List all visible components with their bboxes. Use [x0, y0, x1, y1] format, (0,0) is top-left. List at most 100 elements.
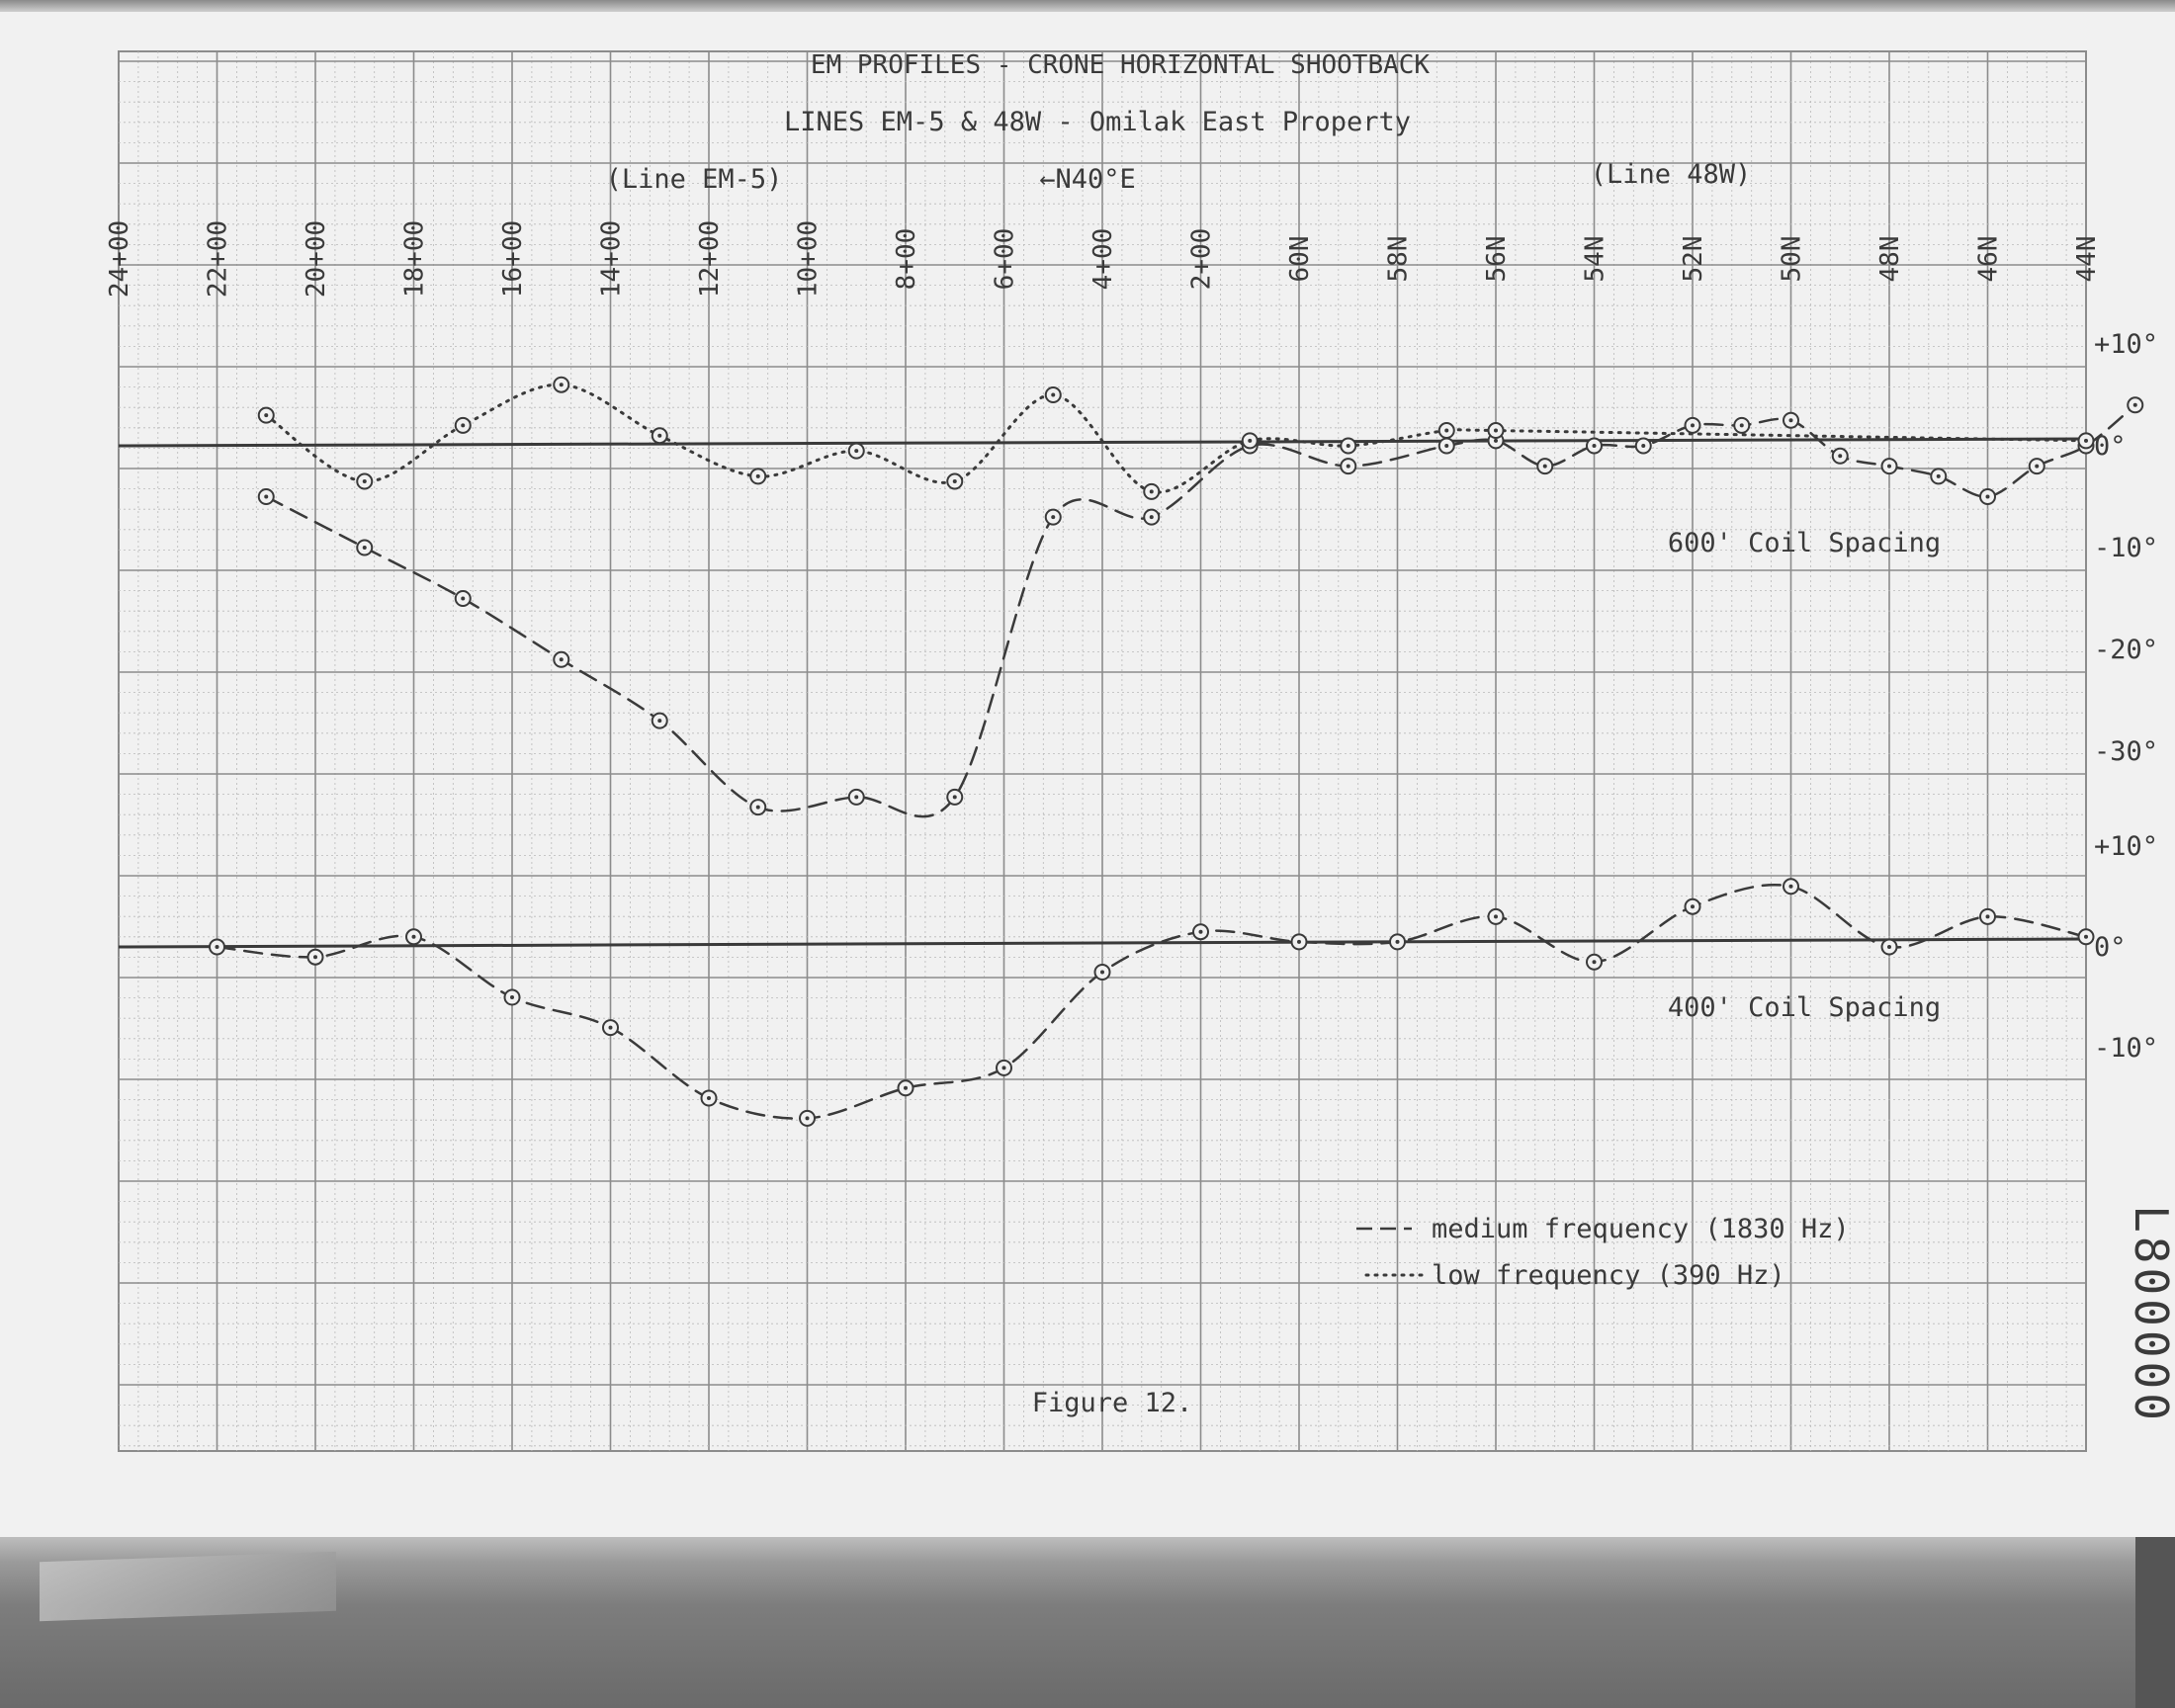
data-point-center: [313, 955, 317, 960]
data-point-center: [707, 1096, 711, 1100]
y-tick-label-400: 0°: [2094, 932, 2127, 963]
data-point-center: [1444, 428, 1449, 433]
data-point-center: [1346, 444, 1350, 448]
data-point-center: [1001, 1066, 1006, 1070]
data-point-center: [755, 805, 760, 810]
x-tick-label: 50N: [1778, 236, 1807, 283]
data-point-center: [1346, 464, 1350, 469]
data-point-center: [1691, 904, 1695, 909]
x-tick-label: 2+00: [1187, 228, 1217, 291]
y-tick-label-600: -30°: [2094, 736, 2158, 767]
y-tick-label-600: -20°: [2094, 635, 2158, 665]
data-point-center: [1985, 914, 1990, 919]
x-tick-label: 44N: [2072, 236, 2102, 283]
y-tick-label-400: -10°: [2094, 1033, 2158, 1064]
x-tick-label: 56N: [1482, 236, 1512, 283]
data-point-center: [1100, 970, 1104, 975]
data-point-center: [1494, 428, 1498, 433]
x-tick-label: 22+00: [204, 220, 233, 298]
data-point-center: [264, 413, 269, 418]
data-point-center: [755, 473, 760, 478]
data-point-center: [1936, 473, 1941, 478]
scan-bottom-band: [0, 1537, 2175, 1708]
panel-label-400: 400' Coil Spacing: [1668, 992, 1941, 1023]
data-point-center: [1149, 489, 1154, 494]
x-tick-label: 8+00: [892, 228, 921, 291]
data-point-center: [952, 795, 957, 800]
data-point-center: [1788, 418, 1793, 423]
data-point-center: [1542, 464, 1547, 469]
data-point-center: [1887, 464, 1891, 469]
data-point-center: [1788, 884, 1793, 889]
x-tick-label: 16+00: [498, 220, 528, 298]
data-point-center: [2084, 934, 2088, 939]
line-label-left: (Line EM-5): [606, 164, 783, 195]
data-point-center: [362, 546, 367, 550]
data-point-center: [1691, 423, 1695, 428]
legend-medium-label: medium frequency (1830 Hz): [1432, 1214, 1850, 1244]
x-tick-label: 46N: [1974, 236, 2004, 283]
data-point-center: [1297, 939, 1301, 944]
graph-paper-grid: [118, 50, 2087, 1452]
page-stamp: L800000: [2125, 1205, 2175, 1424]
data-point-center: [1739, 423, 1744, 428]
direction-label: ←N40°E: [1039, 164, 1136, 195]
data-point-center: [1592, 960, 1597, 965]
data-point-center: [952, 479, 957, 484]
data-point-center: [215, 945, 219, 949]
chart-title: EM PROFILES - CRONE HORIZONTAL SHOOTBACK: [811, 50, 1430, 80]
data-point-center: [2035, 464, 2040, 469]
data-point-center: [805, 1116, 810, 1121]
data-point-center: [1985, 494, 1990, 499]
y-tick-label-600: +10°: [2094, 329, 2158, 360]
data-point-center: [1887, 945, 1891, 949]
data-point-center: [559, 657, 564, 662]
data-point-center: [559, 383, 564, 387]
data-point-center: [608, 1025, 613, 1030]
data-point-center: [362, 479, 367, 484]
x-tick-label: 4+00: [1088, 228, 1118, 291]
data-point-center: [1149, 515, 1154, 520]
data-point-center: [1051, 392, 1056, 397]
x-tick-label: 18+00: [400, 220, 430, 298]
x-tick-labels: 24+00 22+00 20+00 18+00 16+00 14+00 12+00 10+00…: [105, 220, 2102, 298]
data-point-center: [1248, 438, 1253, 443]
data-point-center: [904, 1085, 908, 1090]
x-tick-label: 48N: [1875, 236, 1905, 283]
y-tick-label-400: +10°: [2094, 831, 2158, 862]
line-label-right: (Line 48W): [1591, 159, 1752, 190]
x-tick-label: 14+00: [597, 220, 627, 298]
data-point-center: [657, 719, 662, 724]
data-point-center: [854, 795, 859, 800]
x-tick-label: 54N: [1581, 236, 1610, 283]
data-point-center: [411, 934, 416, 939]
data-point-center: [1494, 914, 1498, 919]
data-point-center: [510, 995, 514, 999]
legend: medium frequency (1830 Hz) low frequency…: [1356, 1214, 1850, 1291]
y-tick-labels: +10°0°-10°-20°-30°+10°0°-10°: [2094, 329, 2158, 1064]
data-series: [209, 376, 2144, 1127]
data-point-center: [2084, 438, 2088, 443]
legend-low-label: low frequency (390 Hz): [1432, 1260, 1785, 1291]
series-line-1-0: [216, 883, 2088, 1120]
data-point-center: [264, 494, 269, 499]
x-tick-label: 10+00: [794, 220, 824, 298]
paper-sheet: [0, 0, 2175, 12]
data-point-center: [1592, 444, 1597, 448]
data-point-center: [1444, 444, 1449, 448]
x-tick-label: 58N: [1384, 236, 1414, 283]
panel-label-600: 600' Coil Spacing: [1668, 528, 1941, 558]
data-point-center: [1494, 438, 1498, 443]
scan-top-edge: [0, 0, 2175, 12]
figure-caption: Figure 12.: [1032, 1388, 1193, 1418]
data-point-center: [1395, 939, 1400, 944]
data-point-center: [854, 449, 859, 454]
zero-baseline-400: [118, 937, 2087, 949]
data-point-center: [2132, 402, 2137, 407]
x-tick-label: 52N: [1679, 236, 1708, 283]
x-tick-label: 6+00: [991, 228, 1020, 291]
x-tick-label: 24+00: [105, 220, 134, 298]
data-point-center: [1641, 444, 1646, 448]
chart-subtitle: LINES EM-5 & 48W - Omilak East Property: [784, 107, 1411, 137]
